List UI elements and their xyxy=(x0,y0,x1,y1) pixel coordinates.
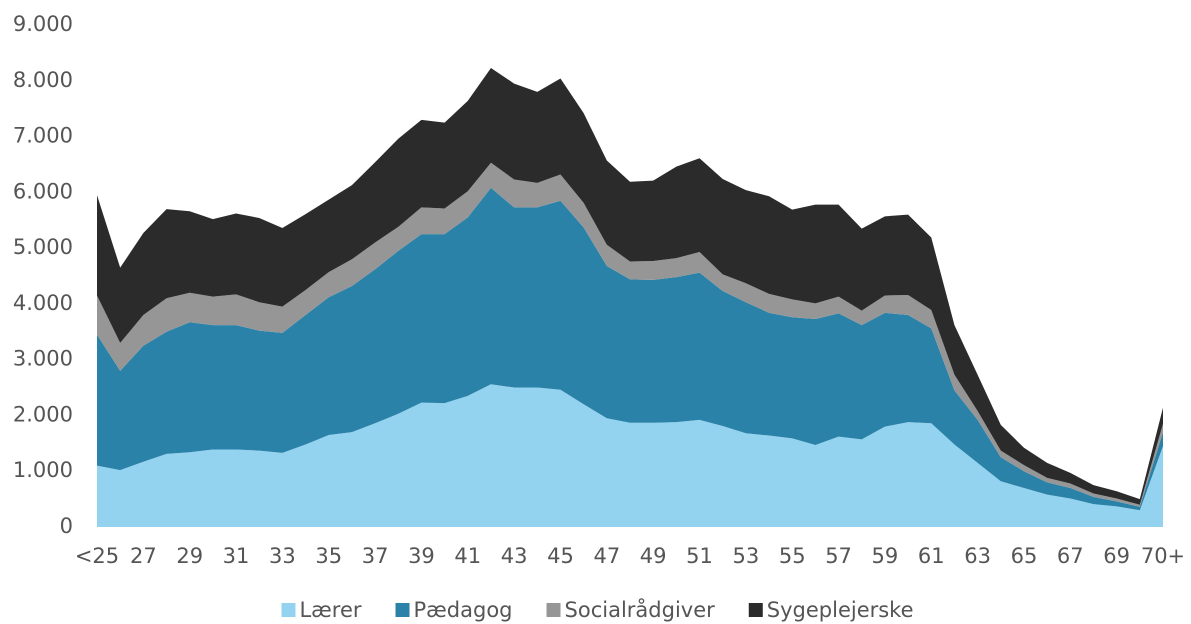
x-tick-label: <25 xyxy=(75,544,119,568)
x-tick-label: 53 xyxy=(733,544,760,568)
area xyxy=(97,187,1163,511)
x-tick-label: 55 xyxy=(779,544,806,568)
x-tick-label: 70+ xyxy=(1141,544,1185,568)
y-tick-label: 6.000 xyxy=(13,179,73,203)
y-tick-label: 0 xyxy=(60,514,73,538)
legend-label: Sygeplejerske xyxy=(767,598,914,622)
x-tick-label: 35 xyxy=(315,544,342,568)
x-tick-label: 31 xyxy=(223,544,250,568)
y-tick-label: 9.000 xyxy=(13,12,73,36)
x-tick-label: 47 xyxy=(593,544,620,568)
x-tick-label: 49 xyxy=(640,544,667,568)
area xyxy=(97,384,1163,527)
x-tick-label: 29 xyxy=(176,544,203,568)
legend-label: Pædagog xyxy=(414,598,513,622)
x-tick-label: 41 xyxy=(454,544,481,568)
x-tick-label: 69 xyxy=(1103,544,1130,568)
x-tick-label: 61 xyxy=(918,544,945,568)
x-tick-label: 27 xyxy=(130,544,157,568)
x-tick-label: 67 xyxy=(1057,544,1084,568)
legend-swatch xyxy=(546,603,561,617)
x-tick-label: 43 xyxy=(501,544,528,568)
y-tick-label: 3.000 xyxy=(13,347,73,371)
area xyxy=(97,67,1163,505)
legend-label: Socialrådgiver xyxy=(565,597,716,622)
x-tick-label: 51 xyxy=(686,544,713,568)
y-tick-label: 8.000 xyxy=(13,68,73,92)
legend-swatch xyxy=(281,603,296,617)
x-tick-label: 57 xyxy=(825,544,852,568)
legend-swatch xyxy=(748,603,763,617)
x-tick-label: 59 xyxy=(872,544,899,568)
x-tick-label: 39 xyxy=(408,544,435,568)
x-tick-label: 33 xyxy=(269,544,296,568)
x-tick-label: 63 xyxy=(964,544,991,568)
legend-swatch xyxy=(395,603,410,617)
y-tick-label: 2.000 xyxy=(13,402,73,426)
y-tick-label: 7.000 xyxy=(13,124,73,148)
y-tick-label: 1.000 xyxy=(13,458,73,482)
x-tick-label: 37 xyxy=(362,544,389,568)
x-tick-label: 65 xyxy=(1011,544,1038,568)
y-tick-label: 5.000 xyxy=(13,235,73,259)
legend-label: Lærer xyxy=(299,598,361,622)
x-tick-label: 45 xyxy=(547,544,574,568)
y-tick-label: 4.000 xyxy=(13,291,73,315)
